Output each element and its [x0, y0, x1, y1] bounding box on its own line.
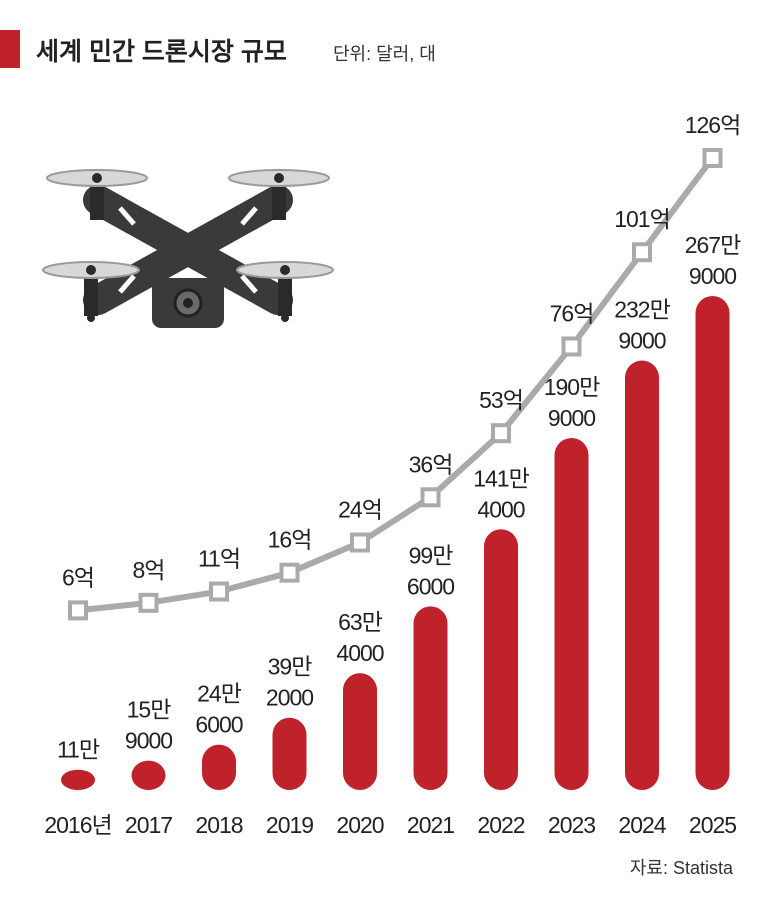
bar-value-label: 9000: [689, 263, 736, 289]
line-value-label: 36억: [409, 451, 453, 477]
bar-value-label: 6000: [407, 573, 454, 599]
line-value-label: 16억: [268, 527, 312, 553]
line-value-label: 53억: [479, 387, 523, 413]
x-tick-label: 2023: [548, 812, 595, 838]
bar: [413, 606, 448, 790]
x-tick-label: 2018: [195, 812, 242, 838]
line-point-marker: [702, 147, 723, 168]
line-point-marker: [561, 336, 582, 357]
bar-value-label: 9000: [548, 405, 595, 431]
unit-label: 단위: 달러, 대: [333, 44, 436, 64]
bar-value-label: 9000: [125, 728, 172, 754]
bar: [484, 529, 518, 790]
line-point-marker: [350, 532, 370, 553]
chart-title: 세계 민간 드론시장 규모: [36, 38, 287, 66]
line-value-label: 8억: [133, 557, 165, 583]
bar-value-label: 24만: [197, 681, 242, 707]
bar-value-label: 11만: [57, 737, 100, 763]
line-point-marker: [209, 581, 229, 602]
x-tick-label: 2019: [266, 812, 313, 838]
x-tick-label: 2020: [336, 812, 383, 838]
line-point-marker: [138, 592, 159, 613]
bar-value-label: 267만: [685, 232, 741, 258]
bar-value-label: 2000: [266, 685, 313, 711]
drone-icon: [42, 169, 334, 328]
bar-value-label: 4000: [336, 640, 383, 666]
line-value-label: 24억: [338, 497, 382, 523]
bar: [202, 744, 236, 790]
x-tick-label: 2017: [125, 812, 172, 838]
bar-value-label: 63만: [338, 609, 383, 635]
bar-value-label: 4000: [477, 496, 524, 522]
bar-value-label: 9000: [618, 328, 665, 354]
bar: [554, 437, 589, 790]
line-point-marker: [420, 487, 441, 508]
bar-value-label: 15만: [127, 697, 172, 723]
bar: [625, 360, 659, 790]
line-value-label: 76억: [550, 300, 594, 326]
line-point-marker: [279, 562, 300, 583]
line-value-label: 126억: [685, 112, 741, 138]
bar: [272, 717, 307, 790]
bar-value-label: 99만: [409, 542, 454, 568]
bar-value-label: 232만: [614, 297, 670, 323]
line-point-marker: [68, 600, 88, 621]
line-series: [77, 156, 715, 614]
line-point-marker: [491, 423, 511, 444]
bar-value-label: 39만: [268, 654, 313, 680]
title-accent-bar: [0, 30, 20, 68]
bar-value-label: 6000: [195, 712, 242, 738]
x-tick-label: 2022: [477, 812, 524, 838]
x-tick-label: 2024: [618, 812, 666, 838]
line-point-marker: [632, 242, 652, 263]
bar: [61, 769, 95, 790]
source-note: 자료: Statista: [629, 858, 733, 878]
line-value-label: 101억: [614, 206, 670, 232]
bar-value-label: 190만: [544, 374, 600, 400]
x-tick-label: 2016년: [44, 812, 111, 838]
x-tick-label: 2025: [689, 812, 736, 838]
bar-value-label: 141만: [473, 465, 529, 491]
bar: [695, 296, 730, 790]
line-value-label: 6억: [62, 564, 94, 590]
bar: [343, 673, 377, 790]
x-tick-label: 2021: [407, 812, 454, 838]
bar: [131, 760, 166, 790]
line-value-label: 11억: [198, 546, 240, 572]
